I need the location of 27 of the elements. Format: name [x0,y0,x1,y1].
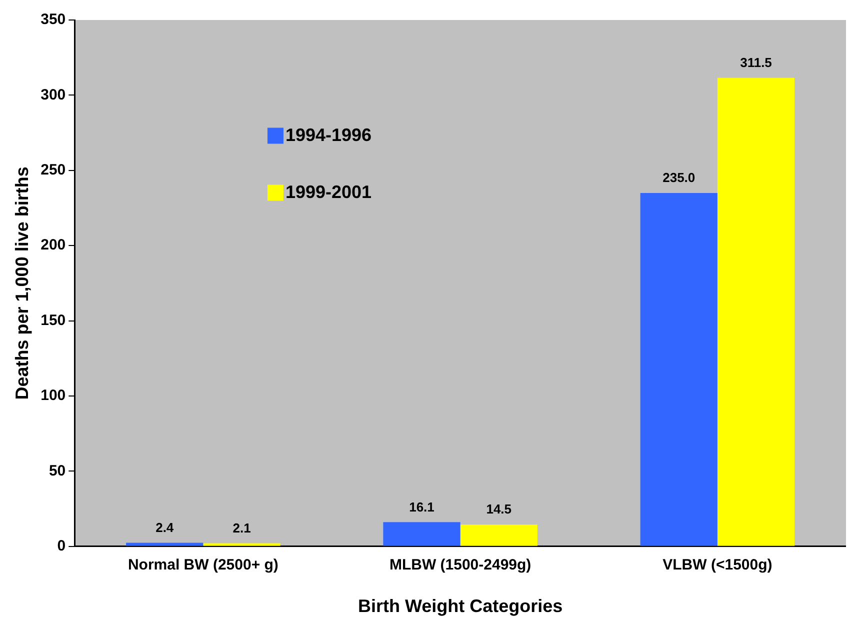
bar [126,542,204,546]
y-tick-label: 200 [40,236,66,254]
legend-label: 1999-2001 [285,182,372,202]
x-axis-title: Birth Weight Categories [358,596,563,616]
bar [203,543,280,546]
x-tick-label: MLBW (1500-2499g) [389,556,532,574]
data-label: 2.1 [232,520,251,536]
y-tick-label: 150 [40,312,66,329]
data-label: 311.5 [740,54,772,70]
bar [640,192,718,546]
bar [383,522,460,546]
legend-label: 1994-1996 [285,124,372,145]
bar [717,78,795,546]
data-label: 235.0 [662,170,696,186]
bar [460,524,538,546]
y-tick-label: 350 [40,11,66,28]
x-tick-label: Normal BW (2500+ g) [128,556,278,574]
data-label: 2.4 [156,520,174,535]
y-tick-label: 100 [40,387,66,404]
data-label: 16.1 [409,499,434,514]
y-tick-label: 50 [48,462,66,480]
y-tick-label: 300 [40,86,66,104]
data-label: 14.5 [486,502,512,517]
x-tick-label: VLBW (<1500g) [662,556,772,574]
y-tick-label: 0 [57,538,66,555]
y-tick-label: 250 [40,162,66,179]
y-axis-title: Deaths per 1,000 live births [12,166,32,400]
